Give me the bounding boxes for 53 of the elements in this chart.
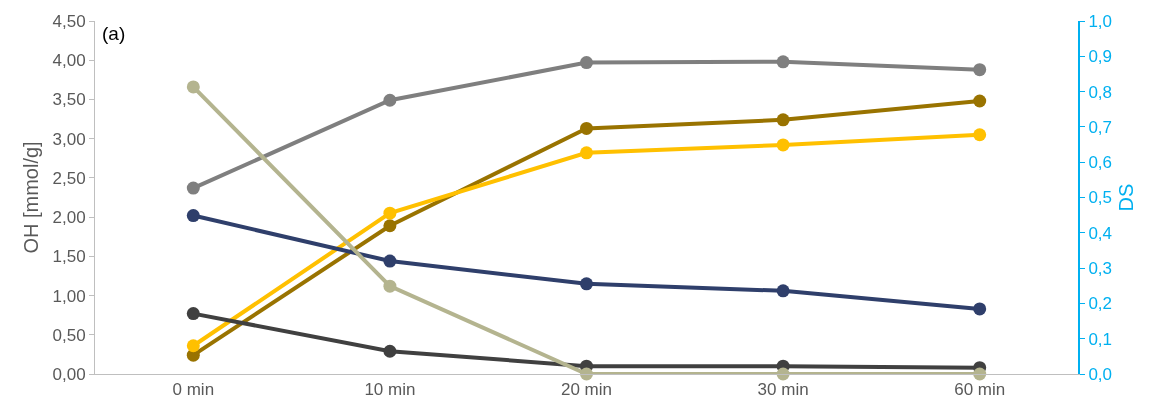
- point: [186, 209, 200, 223]
- y-tick-label: 1,50: [52, 247, 86, 267]
- y2-tick-label: 0,5: [1088, 188, 1113, 208]
- y2-tick-label: 0,2: [1088, 294, 1113, 314]
- point: [383, 93, 397, 107]
- point: [580, 277, 593, 291]
- annotation: (a): [102, 23, 126, 44]
- x-tick-label: 30 min: [757, 380, 809, 400]
- x-tick-label: 20 min: [560, 380, 613, 400]
- point: [186, 181, 200, 195]
- point: [383, 279, 397, 293]
- point: [383, 219, 397, 233]
- point: [580, 56, 593, 70]
- point: [383, 344, 397, 358]
- y2-tick-label: 0,6: [1088, 153, 1113, 173]
- y-tick-label: 3,00: [52, 129, 86, 149]
- y-tick-label: 0,50: [52, 325, 86, 345]
- x-tick-label: 10 min: [364, 380, 416, 400]
- point: [776, 113, 790, 127]
- y2-axis-title: DS: [1115, 183, 1138, 212]
- point: [776, 284, 790, 298]
- point: [580, 367, 593, 381]
- x-tick-label: 60 min: [954, 380, 1006, 400]
- point: [973, 63, 987, 77]
- y-tick-label: 4,50: [52, 11, 86, 31]
- point: [973, 94, 987, 108]
- y2-tick-label: 0,0: [1088, 364, 1113, 384]
- y-tick-label: 2,50: [52, 168, 86, 188]
- y2-tick-label: 0,1: [1088, 329, 1113, 349]
- y2-tick-label: 0,8: [1088, 82, 1113, 102]
- point: [973, 302, 987, 316]
- y-tick-label: 1,00: [52, 286, 86, 306]
- point: [186, 307, 200, 321]
- point: [580, 146, 593, 160]
- point: [186, 339, 200, 353]
- point: [776, 55, 790, 69]
- y2-tick-label: 0,7: [1088, 117, 1113, 137]
- point: [973, 128, 987, 142]
- point: [383, 254, 397, 268]
- y-tick-label: 2,00: [52, 208, 86, 228]
- y2-tick-label: 0,9: [1088, 47, 1113, 67]
- y-axis-title: OH [mmol/g]: [20, 141, 43, 254]
- point: [776, 138, 790, 152]
- y-tick-label: 4,00: [52, 51, 86, 71]
- point: [580, 121, 593, 135]
- y-tick-label: 3,50: [52, 90, 86, 110]
- x-tick-label: 0 min: [172, 380, 215, 400]
- y-tick-label: 0,00: [52, 364, 86, 384]
- point: [186, 80, 200, 94]
- y2-tick-label: 0,3: [1088, 259, 1113, 279]
- point: [383, 206, 397, 220]
- y2-tick-label: 1,0: [1088, 11, 1113, 31]
- y2-tick-label: 0,4: [1088, 223, 1113, 243]
